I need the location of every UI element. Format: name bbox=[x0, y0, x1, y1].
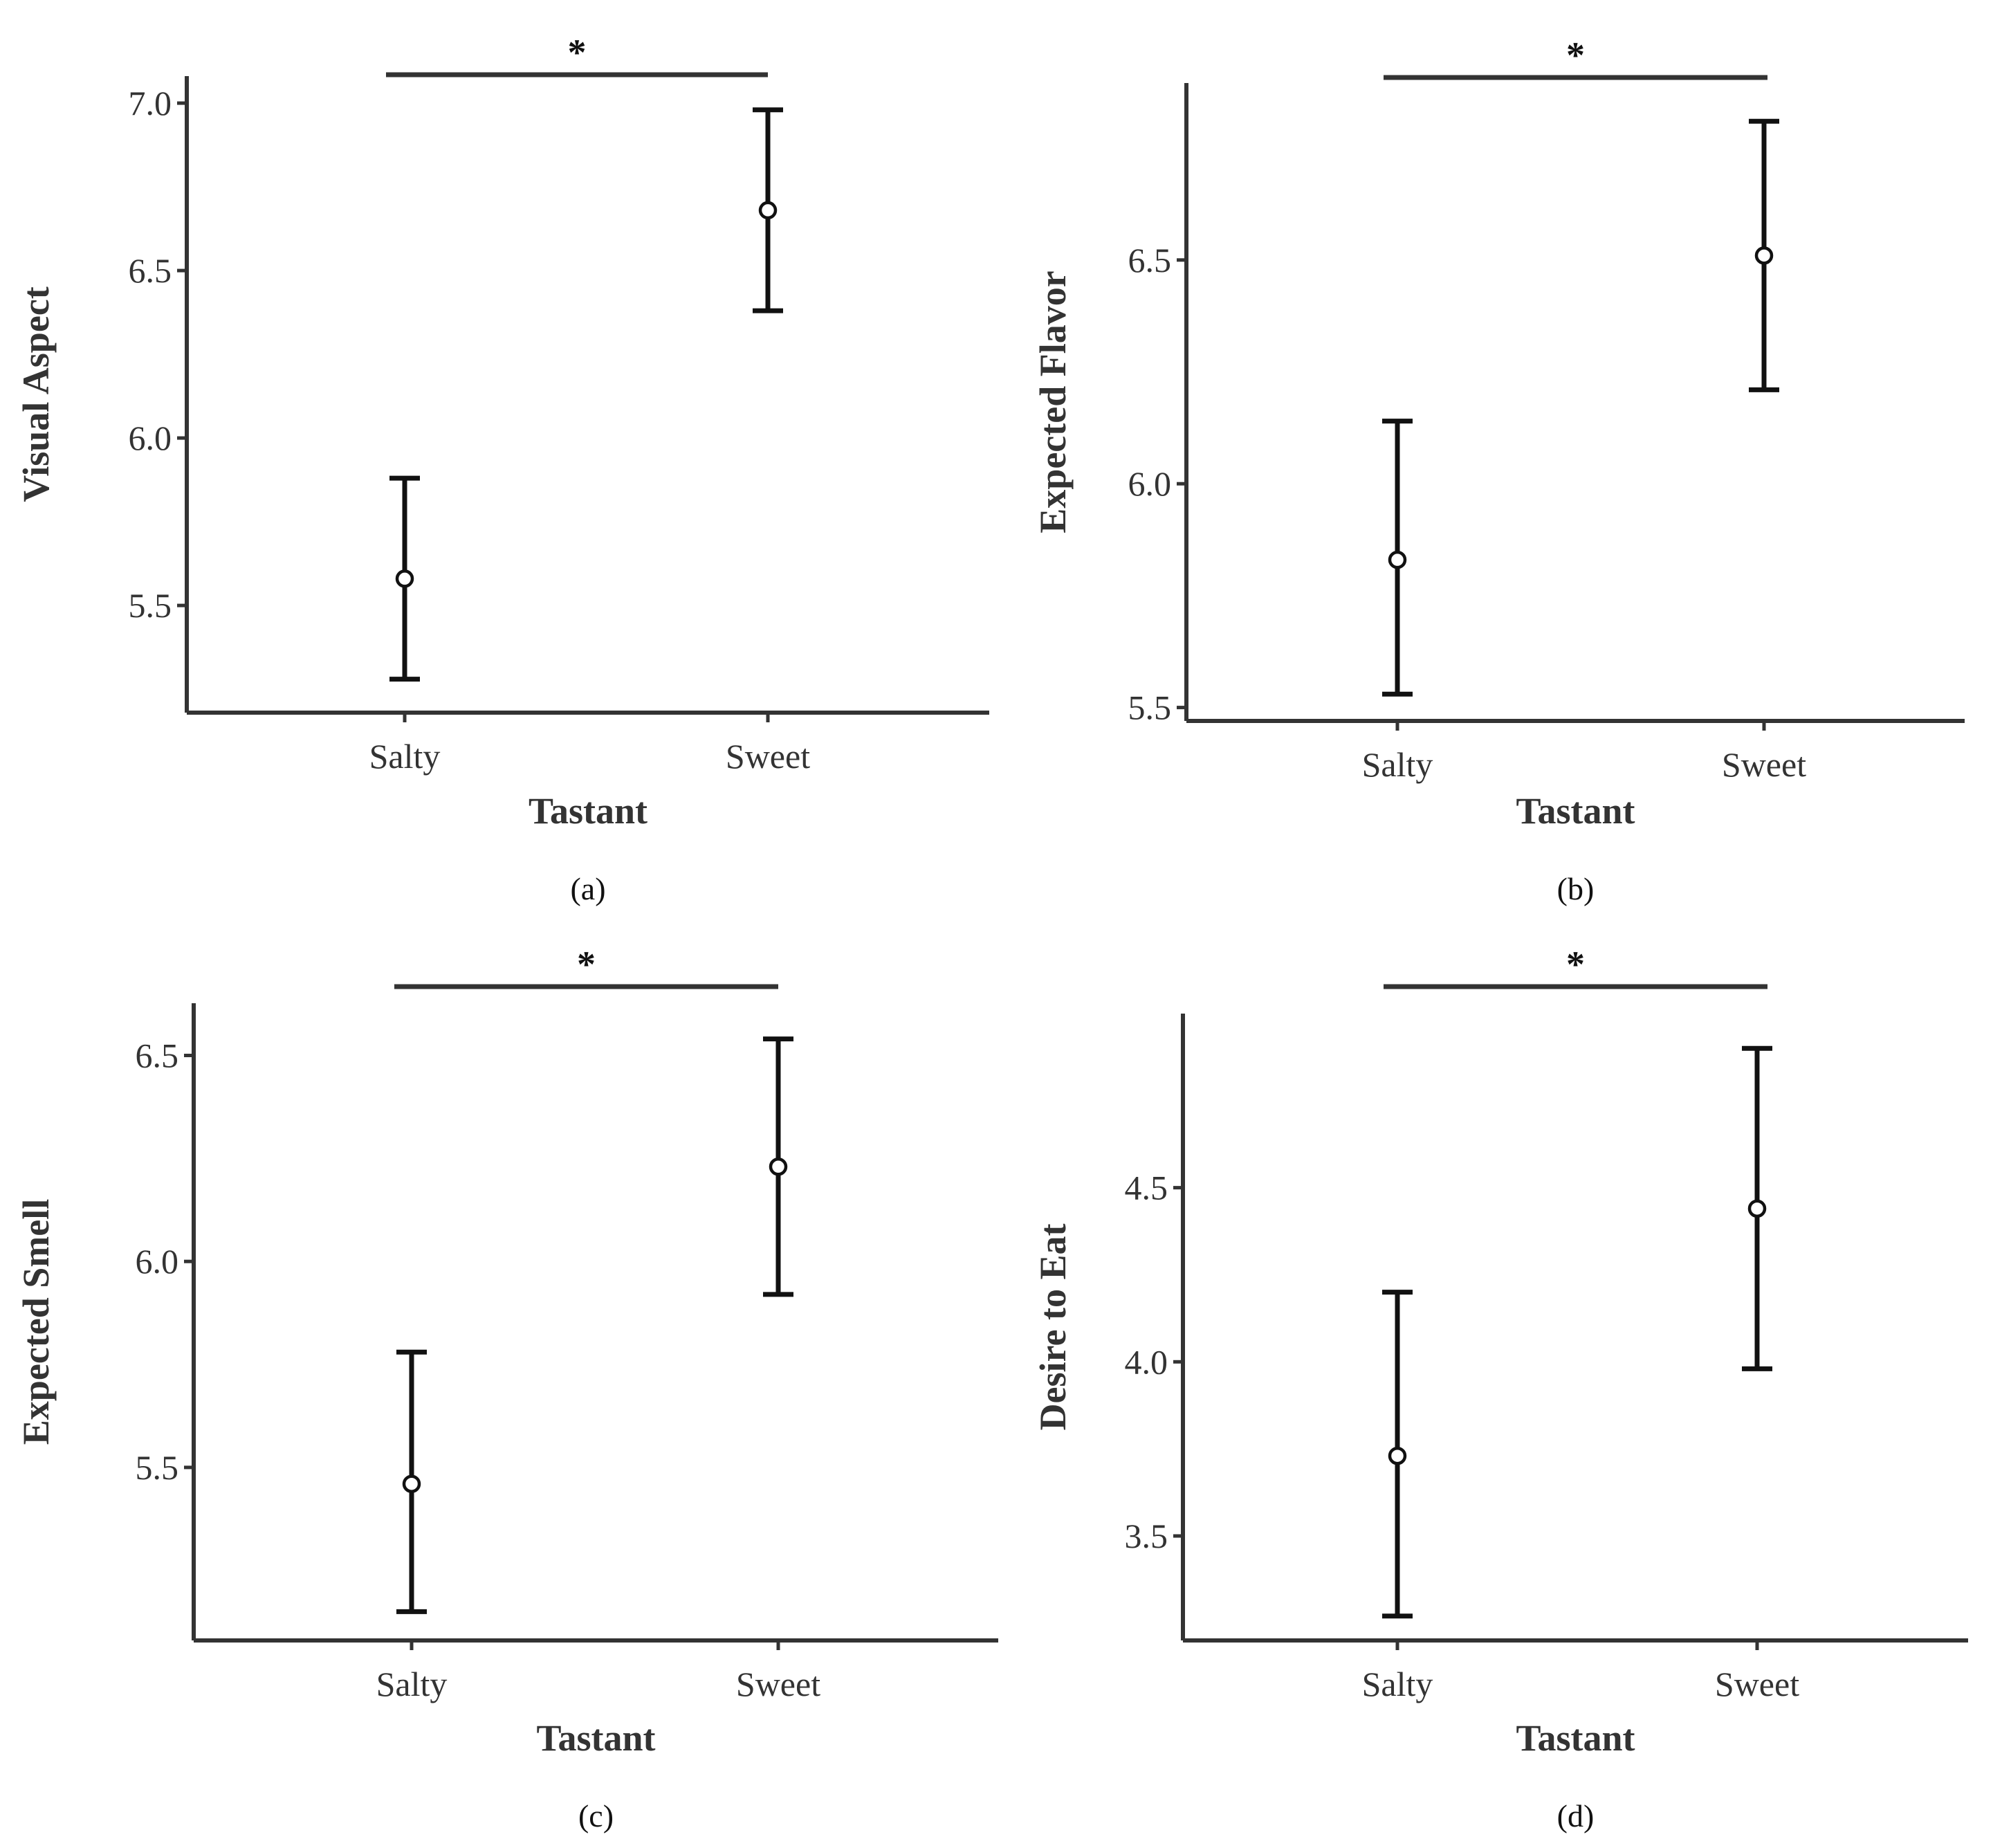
x-tick-label-salty: Salty bbox=[369, 737, 441, 776]
significance-star: * bbox=[568, 32, 587, 73]
y-axis-title: Expected Flavor bbox=[1032, 271, 1074, 533]
x-tick-label-sweet: Sweet bbox=[736, 1665, 820, 1703]
y-tick-label: 6.0 bbox=[129, 419, 172, 457]
y-tick-label: 4.5 bbox=[1125, 1169, 1168, 1207]
x-axis-title: Tastant bbox=[1516, 790, 1635, 832]
x-tick-label-sweet: Sweet bbox=[1715, 1665, 1799, 1703]
y-tick-label: 6.5 bbox=[136, 1036, 179, 1074]
significance-star: * bbox=[577, 944, 596, 985]
panel-label: (d) bbox=[1557, 1798, 1595, 1833]
y-tick-label: 5.5 bbox=[1128, 688, 1172, 727]
mean-point-salty bbox=[1388, 550, 1407, 569]
y-tick-label: 5.5 bbox=[129, 586, 172, 625]
y-tick-label: 6.0 bbox=[136, 1242, 179, 1281]
x-tick-label-sweet: Sweet bbox=[1722, 745, 1806, 784]
chart-panel-b: 5.5 6.0 6.5 Salty Sweet * Tastant Expected Flav… bbox=[1032, 35, 1965, 906]
y-tick-label: 6.0 bbox=[1128, 464, 1172, 503]
y-tick-label: 5.5 bbox=[136, 1448, 179, 1487]
mean-point-salty bbox=[395, 569, 414, 588]
x-axis-title: Tastant bbox=[1516, 1717, 1635, 1759]
significance-star: * bbox=[1566, 944, 1585, 985]
panel-label: (c) bbox=[578, 1798, 614, 1833]
chart-panel-c: 5.5 6.0 6.5 Salty Sweet * Tastant Expected Smel… bbox=[15, 944, 998, 1833]
y-tick-label: 7.0 bbox=[129, 84, 172, 122]
mean-point-sweet bbox=[1754, 246, 1774, 265]
mean-point-sweet bbox=[758, 201, 778, 220]
x-tick-label-sweet: Sweet bbox=[726, 737, 810, 776]
chart-panel-d: 3.5 4.0 4.5 Salty Sweet * Tastant Desire to Eat… bbox=[1032, 944, 1968, 1833]
x-axis-title: Tastant bbox=[529, 790, 648, 832]
mean-point-salty bbox=[402, 1474, 421, 1493]
x-axis-title: Tastant bbox=[536, 1717, 655, 1759]
x-tick-label-salty: Salty bbox=[376, 1665, 448, 1703]
y-tick-label: 6.5 bbox=[1128, 241, 1172, 280]
mean-point-sweet bbox=[769, 1158, 788, 1176]
mean-point-sweet bbox=[1747, 1199, 1767, 1218]
y-axis-title: Desire to Eat bbox=[1032, 1224, 1074, 1431]
y-axis-title: Expected Smell bbox=[15, 1199, 57, 1445]
y-tick-label: 4.0 bbox=[1125, 1342, 1168, 1381]
y-axis-title: Visual Aspect bbox=[15, 286, 57, 502]
x-tick-label-salty: Salty bbox=[1362, 1665, 1433, 1703]
panel-label: (b) bbox=[1557, 871, 1595, 906]
mean-point-salty bbox=[1388, 1446, 1407, 1465]
chart-panel-a: 5.5 6.0 6.5 7.0 Salty Sweet * Tastant Visual Asp… bbox=[15, 32, 989, 906]
panel-label: (a) bbox=[570, 871, 605, 906]
x-tick-label-salty: Salty bbox=[1362, 745, 1433, 784]
y-tick-label: 3.5 bbox=[1125, 1517, 1168, 1555]
y-tick-label: 6.5 bbox=[129, 251, 172, 290]
significance-star: * bbox=[1566, 35, 1585, 76]
